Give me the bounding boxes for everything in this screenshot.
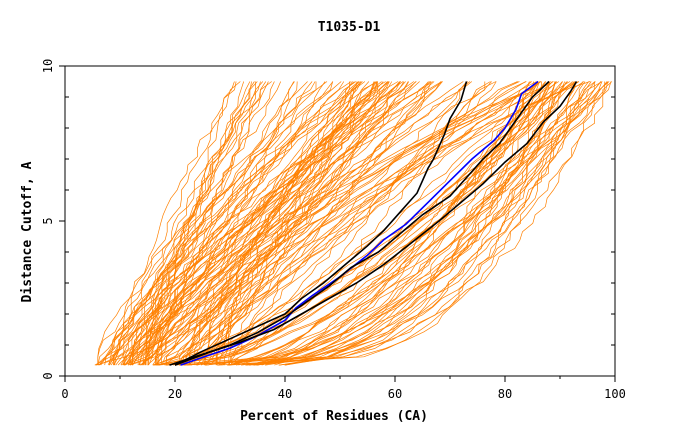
highlight-series-line-4 [174, 81, 578, 366]
background-series-line [143, 81, 264, 366]
background-series-line [195, 81, 603, 366]
background-series-group [94, 81, 613, 366]
background-series-line [130, 81, 252, 366]
background-series-line [256, 81, 586, 366]
background-series-line [108, 81, 377, 366]
background-series-line [141, 81, 554, 366]
background-series-line [139, 81, 282, 366]
background-series-line [94, 81, 269, 366]
x-tick-label: 40 [278, 387, 292, 401]
background-series-line [203, 81, 443, 366]
background-series-line [122, 81, 353, 366]
background-series-line [165, 81, 539, 366]
background-series-line [205, 81, 606, 366]
background-series-line [114, 81, 237, 366]
background-series-line [130, 81, 384, 366]
background-series-line [249, 81, 539, 366]
background-series-line [132, 81, 342, 366]
background-series-line [190, 81, 541, 366]
background-series-line [130, 81, 573, 366]
background-series-line [125, 81, 375, 366]
background-series-line [205, 81, 584, 366]
background-series-line [154, 81, 360, 366]
background-series-line [252, 81, 567, 366]
background-series-line [216, 81, 378, 366]
background-series-line [186, 81, 539, 366]
background-series-line [189, 81, 405, 366]
background-series-line [152, 81, 443, 366]
background-series-line [97, 81, 334, 366]
background-series-line [164, 81, 416, 366]
background-series-line [154, 81, 473, 366]
background-series-line [156, 81, 558, 366]
x-axis: 0 20 40 60 80 100 [61, 376, 626, 401]
x-tick-label: 0 [61, 387, 68, 401]
background-series-line [182, 81, 542, 366]
background-series-line [137, 81, 433, 366]
background-series-line [104, 81, 235, 366]
background-series-line [112, 81, 267, 366]
background-series-line [279, 81, 566, 366]
background-series-line [155, 81, 256, 366]
background-series-line [97, 81, 316, 366]
background-series-line [245, 81, 602, 366]
background-series-line [185, 81, 363, 366]
x-tick-label: 80 [498, 387, 512, 401]
background-series-line [127, 81, 275, 366]
background-series-line [246, 81, 596, 366]
background-series-line [219, 81, 362, 366]
background-series-line [184, 81, 497, 366]
background-series-line [124, 81, 442, 366]
x-tick-label: 20 [168, 387, 182, 401]
background-series-line [248, 81, 609, 366]
y-axis-label: Distance Cutoff, A [20, 161, 35, 302]
background-series-line [166, 81, 542, 366]
background-series-line [124, 81, 579, 366]
background-series-line [204, 81, 379, 366]
background-series-line [142, 81, 497, 366]
background-series-line [228, 81, 378, 366]
background-series-line [99, 81, 404, 366]
chart-title: T1035-D1 [318, 20, 381, 35]
background-series-line [127, 81, 409, 366]
background-series-line [155, 81, 537, 366]
background-series-line [98, 81, 295, 366]
background-series-line [229, 81, 540, 366]
background-series-line [97, 81, 328, 366]
background-series-line [178, 81, 556, 366]
x-axis-label: Percent of Residues (CA) [240, 409, 428, 424]
background-series-line [228, 81, 557, 366]
highlight-series-line-3 [169, 80, 550, 366]
background-series-line [187, 81, 435, 366]
background-series-line [203, 81, 389, 366]
background-series-line [216, 81, 520, 366]
x-tick-label: 60 [388, 387, 402, 401]
y-tick-label: 5 [41, 217, 55, 224]
background-series-line [132, 81, 245, 366]
background-series-line [132, 81, 308, 366]
background-series-line [152, 81, 442, 366]
background-series-line [285, 81, 595, 366]
background-series-line [228, 81, 556, 366]
background-series-line [161, 81, 467, 366]
background-series-line [217, 81, 577, 366]
x-tick-label: 100 [604, 387, 626, 401]
background-series-line [180, 81, 609, 366]
background-series-line [147, 81, 258, 366]
background-series-line [226, 81, 576, 366]
background-series-line [261, 81, 592, 366]
y-tick-label: 0 [41, 372, 55, 379]
highlight-series-group [169, 80, 578, 366]
background-series-line [141, 81, 401, 366]
y-axis: 0 5 10 [41, 59, 615, 380]
background-series-line [188, 81, 591, 366]
y-tick-label: 10 [41, 59, 55, 73]
highlight-series-line-2 [174, 81, 468, 366]
background-series-line [113, 81, 366, 366]
